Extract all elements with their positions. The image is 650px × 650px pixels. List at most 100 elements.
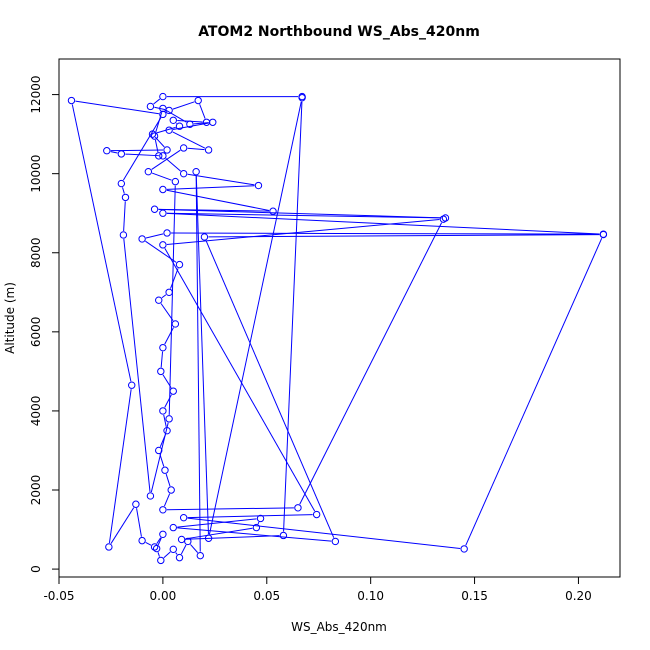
series-segment bbox=[163, 493, 171, 507]
data-point bbox=[200, 233, 209, 241]
series-segment bbox=[175, 552, 178, 555]
series-segment bbox=[163, 551, 171, 559]
series-segment bbox=[199, 104, 206, 119]
data-point bbox=[148, 130, 157, 138]
series-segment bbox=[150, 422, 169, 493]
series-segment bbox=[187, 147, 205, 151]
data-point bbox=[202, 118, 211, 126]
series-segment bbox=[166, 212, 600, 235]
data-point bbox=[294, 504, 302, 512]
y-tick-label: 12000 bbox=[29, 75, 43, 113]
data-point bbox=[167, 486, 175, 494]
series-segment bbox=[161, 294, 167, 299]
data-point bbox=[155, 152, 163, 160]
series-segment bbox=[187, 173, 255, 186]
data-point bbox=[117, 150, 126, 158]
data-point bbox=[128, 381, 136, 389]
series-segment bbox=[166, 219, 440, 245]
data-point bbox=[169, 523, 177, 532]
data-point bbox=[159, 92, 167, 101]
data-point bbox=[138, 536, 146, 545]
data-point bbox=[150, 132, 159, 140]
y-tick-label: 8000 bbox=[29, 237, 43, 268]
data-point bbox=[279, 531, 288, 540]
series-segment bbox=[154, 139, 159, 153]
data-point bbox=[157, 367, 165, 376]
data-point bbox=[132, 500, 140, 508]
data-point bbox=[159, 185, 167, 194]
data-point bbox=[150, 205, 159, 213]
data-point bbox=[105, 543, 113, 551]
series-segment bbox=[151, 172, 172, 181]
data-point bbox=[179, 169, 188, 178]
series-segment bbox=[166, 212, 442, 219]
x-tick-label: 0.05 bbox=[253, 589, 280, 603]
data-point bbox=[186, 120, 194, 128]
data-point bbox=[175, 553, 184, 562]
data-point bbox=[269, 207, 277, 215]
data-point bbox=[165, 415, 173, 423]
data-point bbox=[163, 426, 171, 435]
data-point bbox=[165, 126, 173, 134]
series-segment bbox=[108, 389, 132, 544]
data-point bbox=[204, 534, 213, 542]
data-point bbox=[159, 506, 167, 514]
data-point bbox=[144, 167, 153, 176]
series-segment bbox=[71, 104, 132, 382]
series-segment bbox=[110, 149, 164, 152]
series-segment bbox=[165, 473, 171, 487]
data-point bbox=[192, 167, 200, 176]
data-point bbox=[460, 545, 468, 553]
data-point bbox=[256, 514, 265, 523]
data-point bbox=[152, 544, 161, 553]
series-segment bbox=[205, 240, 335, 538]
series-segment bbox=[110, 507, 135, 544]
data-point bbox=[163, 229, 171, 237]
data-point bbox=[146, 102, 155, 111]
data-point bbox=[159, 152, 167, 160]
series-segment bbox=[172, 131, 206, 149]
series-segment bbox=[166, 189, 270, 211]
data-point bbox=[163, 146, 171, 154]
series-segment bbox=[177, 527, 332, 542]
series-segment bbox=[168, 185, 176, 415]
series-segment bbox=[299, 222, 443, 505]
series-segment bbox=[75, 100, 160, 115]
series-segment bbox=[164, 248, 316, 512]
series-segment bbox=[158, 208, 442, 219]
y-axis: 0 2000 4000 6000 8000 10000 12000 bbox=[29, 75, 60, 573]
data-point bbox=[169, 387, 177, 395]
y-tick-label: 0 bbox=[29, 565, 43, 573]
series-segment bbox=[136, 508, 142, 537]
series-segment bbox=[164, 327, 174, 345]
series-segment bbox=[145, 541, 152, 546]
series-segment bbox=[177, 518, 257, 528]
data-point bbox=[159, 407, 167, 415]
series-segment bbox=[172, 122, 209, 130]
series-segment bbox=[190, 544, 199, 553]
x-tick-label: 0.20 bbox=[565, 589, 592, 603]
data-point bbox=[159, 530, 167, 538]
series-lines bbox=[71, 96, 603, 559]
data-point bbox=[298, 94, 306, 102]
x-tick-label: 0.10 bbox=[357, 589, 384, 603]
series-segment bbox=[160, 303, 174, 321]
series-segment bbox=[163, 414, 167, 427]
y-tick-label: 6000 bbox=[29, 317, 43, 348]
x-axis: -0.05 0.00 0.05 0.10 0.15 0.20 bbox=[43, 576, 592, 603]
data-point bbox=[161, 466, 169, 474]
data-point bbox=[175, 122, 184, 130]
series-segment bbox=[195, 175, 201, 552]
series-segment bbox=[123, 238, 151, 493]
series-segment bbox=[164, 394, 172, 408]
data-point bbox=[331, 537, 340, 546]
series-segment bbox=[166, 185, 255, 190]
series-segment bbox=[193, 122, 209, 125]
series-segment bbox=[155, 112, 163, 133]
series-segment bbox=[157, 552, 160, 557]
data-point bbox=[119, 231, 128, 239]
series-segment bbox=[166, 507, 294, 511]
data-point bbox=[312, 510, 321, 519]
series-segment bbox=[160, 351, 164, 368]
